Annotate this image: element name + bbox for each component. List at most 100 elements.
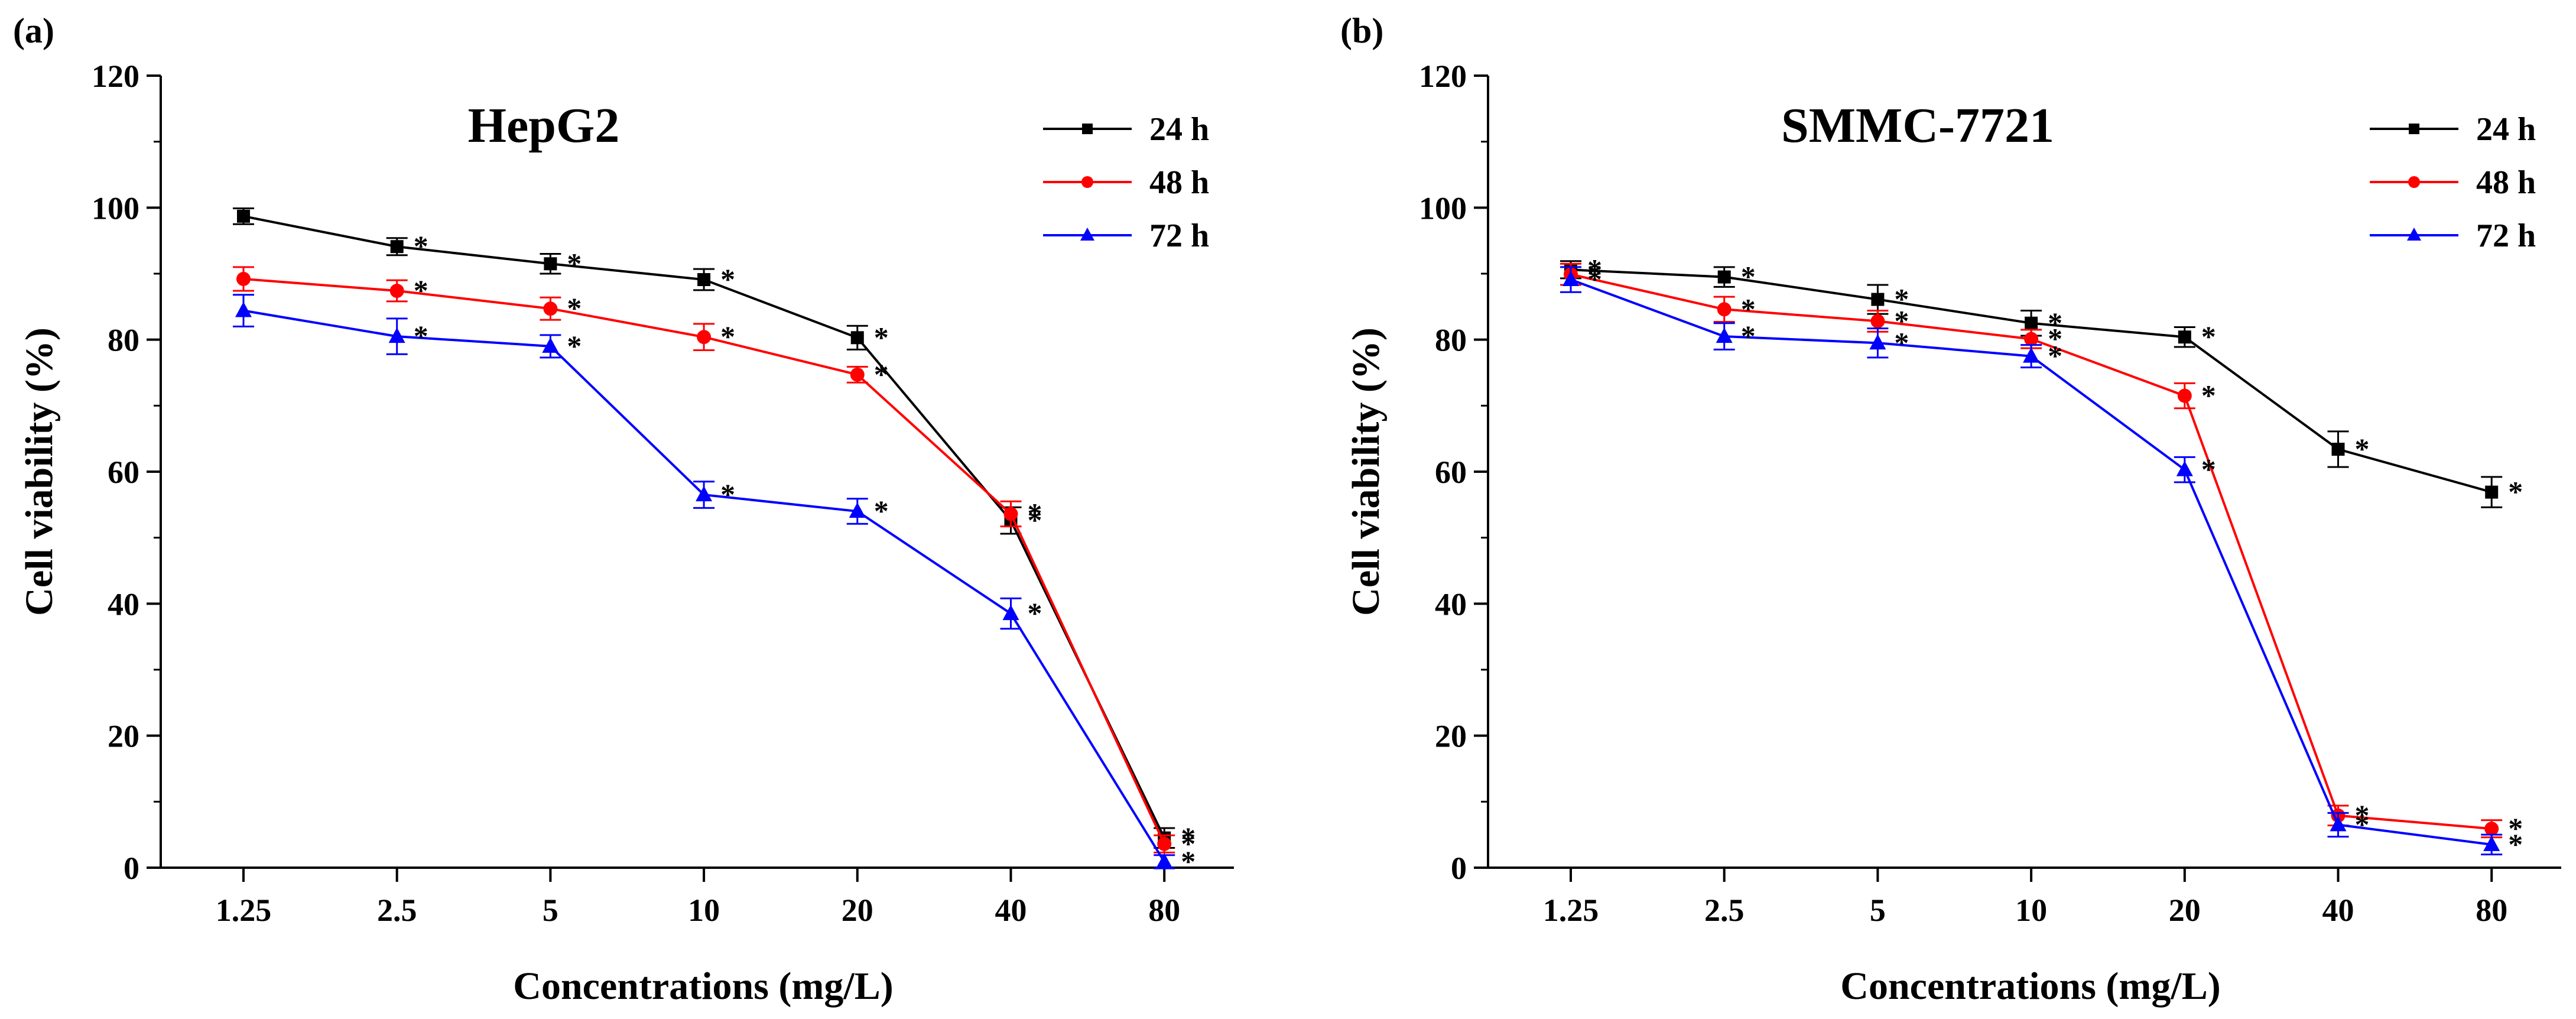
significance-star: * bbox=[1181, 845, 1196, 878]
data-point-marker bbox=[2483, 835, 2500, 851]
data-point-marker bbox=[2176, 460, 2193, 476]
series-24-h: * *** *** bbox=[1560, 252, 2523, 508]
data-point-marker bbox=[2023, 347, 2040, 363]
significance-star: * bbox=[2048, 322, 2062, 355]
x-tick-label: 10 bbox=[688, 893, 720, 928]
data-point-marker bbox=[2331, 443, 2345, 456]
significance-star: * bbox=[2508, 812, 2523, 845]
x-tick-label: 40 bbox=[2322, 893, 2354, 928]
x-tick-label: 2.5 bbox=[377, 893, 417, 928]
significance-star: * bbox=[1587, 262, 1602, 296]
series-24-h: ** **** bbox=[233, 207, 1196, 854]
significance-star: * bbox=[2355, 807, 2370, 840]
significance-star: * bbox=[414, 274, 428, 307]
legend-marker bbox=[1080, 228, 1094, 241]
significance-star: * bbox=[2201, 379, 2216, 412]
data-point-marker bbox=[1563, 271, 1579, 287]
significance-star: * bbox=[1181, 821, 1196, 854]
series-48-h: ****** bbox=[233, 266, 1196, 860]
significance-star: * bbox=[567, 246, 582, 280]
y-tick-label: 100 bbox=[92, 190, 139, 226]
significance-star: * bbox=[720, 262, 735, 296]
significance-star: * bbox=[720, 320, 735, 353]
y-tick-label: 0 bbox=[1451, 851, 1467, 886]
data-point-marker bbox=[236, 271, 251, 286]
significance-star: * bbox=[1181, 827, 1196, 860]
series-72-h: ** * **** bbox=[1560, 262, 2523, 861]
data-point-marker bbox=[2484, 822, 2499, 836]
data-point-marker bbox=[1716, 327, 1733, 343]
y-tick-label: 0 bbox=[124, 851, 139, 886]
data-point-marker bbox=[544, 257, 557, 271]
y-tick-label: 80 bbox=[108, 323, 139, 358]
panel-label: (a) bbox=[13, 11, 54, 50]
x-tick-label: 20 bbox=[2169, 893, 2201, 928]
data-point-marker bbox=[697, 330, 712, 345]
x-tick-label: 80 bbox=[1148, 893, 1180, 928]
significance-star: * bbox=[874, 358, 889, 391]
y-tick-label: 40 bbox=[108, 586, 139, 622]
data-point-marker bbox=[849, 502, 866, 518]
legend-label: 48 h bbox=[2476, 164, 2536, 201]
y-tick-label: 120 bbox=[1419, 59, 1467, 94]
legend-marker bbox=[2407, 228, 2421, 241]
data-point-marker bbox=[696, 486, 713, 502]
data-point-marker bbox=[1003, 507, 1018, 521]
x-tick-label: 1.25 bbox=[216, 893, 272, 928]
x-tick-label: 20 bbox=[842, 893, 873, 928]
significance-star: * bbox=[567, 329, 582, 362]
significance-star: * bbox=[2355, 432, 2370, 465]
significance-star: * bbox=[414, 319, 428, 352]
legend-marker bbox=[1082, 124, 1093, 134]
significance-star: * bbox=[2355, 799, 2370, 832]
legend-marker bbox=[1081, 176, 1093, 188]
significance-star: * bbox=[2508, 827, 2523, 861]
y-tick-label: 60 bbox=[108, 455, 139, 490]
significance-star: * bbox=[1894, 326, 1909, 359]
data-point-marker bbox=[850, 367, 865, 382]
chart-panel-2: (b) SMMC-7721 0 20 40 60 80 100 120 1.25 2.5 5 10 20 4… bbox=[1340, 11, 2561, 1008]
x-tick-label: 5 bbox=[1870, 893, 1886, 928]
data-point-marker bbox=[850, 331, 864, 345]
data-point-marker bbox=[390, 240, 404, 254]
series-line bbox=[243, 277, 1166, 845]
legend-label: 24 h bbox=[1149, 111, 1209, 148]
chart-title: SMMC-7721 bbox=[1781, 98, 2054, 153]
significance-star: * bbox=[2048, 306, 2062, 339]
significance-star: * bbox=[1028, 496, 1042, 530]
series-line bbox=[243, 309, 1165, 863]
data-point-marker bbox=[2025, 316, 2038, 330]
significance-star: * bbox=[1741, 319, 1756, 352]
significance-star: * bbox=[720, 478, 735, 511]
significance-star: * bbox=[874, 494, 889, 527]
legend-marker bbox=[2408, 176, 2420, 188]
significance-star: * bbox=[2048, 339, 2062, 372]
data-point-marker bbox=[1157, 836, 1172, 851]
data-point-marker bbox=[1002, 605, 1019, 621]
y-tick-label: 100 bbox=[1419, 190, 1467, 226]
data-point-marker bbox=[1717, 302, 1732, 317]
y-tick-label: 20 bbox=[1435, 719, 1467, 754]
x-tick-label: 10 bbox=[2015, 893, 2047, 928]
x-tick-label: 1.25 bbox=[1543, 893, 1599, 928]
y-tick-label: 80 bbox=[1435, 323, 1467, 358]
significance-star: * bbox=[414, 229, 428, 262]
significance-star: * bbox=[1894, 283, 1909, 316]
y-axis-title: Cell viability (%) bbox=[1344, 327, 1388, 616]
panel-label: (b) bbox=[1340, 11, 1383, 50]
data-point-marker bbox=[697, 273, 711, 287]
legend-label: 48 h bbox=[1149, 164, 1209, 201]
legend-label: 24 h bbox=[2476, 111, 2536, 148]
significance-star: * bbox=[1028, 596, 1042, 629]
data-point-marker bbox=[389, 284, 404, 298]
y-axis-title: Cell viability (%) bbox=[18, 327, 61, 616]
data-point-marker bbox=[2178, 330, 2191, 344]
y-tick-label: 60 bbox=[1435, 455, 1467, 490]
x-tick-label: 80 bbox=[2476, 893, 2507, 928]
data-point-marker bbox=[2485, 485, 2499, 499]
legend-label: 72 h bbox=[2476, 218, 2536, 254]
data-point-marker bbox=[1717, 270, 1731, 284]
y-tick-label: 40 bbox=[1435, 586, 1467, 622]
significance-star: * bbox=[1028, 504, 1042, 537]
